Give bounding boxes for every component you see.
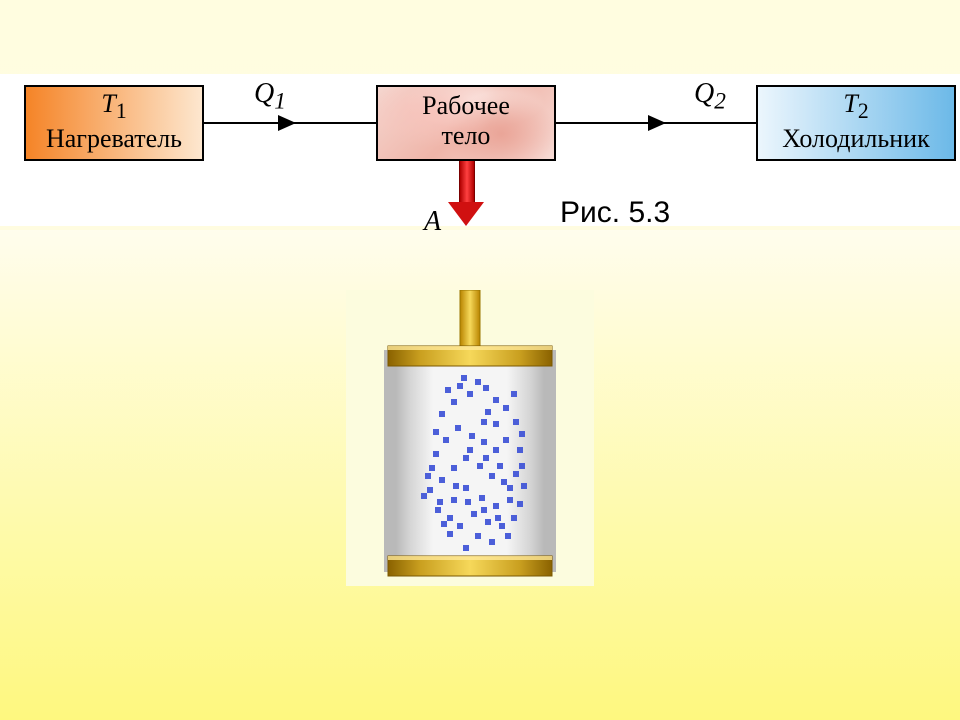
cooler-T-sub: 2 [858, 99, 869, 123]
heater-T: T [101, 89, 115, 118]
q2-arrowhead [648, 115, 666, 131]
work-label: A [424, 206, 441, 238]
body-line1: Рабочее [378, 91, 554, 121]
q1-arrowhead [278, 115, 296, 131]
q2-label-sub: 2 [714, 89, 726, 115]
work-arrow-stem [459, 161, 475, 202]
q2-label: Q2 [694, 78, 726, 116]
piston-illustration [346, 290, 594, 586]
heater-box: T1 Нагреватель [24, 85, 204, 161]
q1-label: Q1 [254, 78, 286, 116]
q2-label-Q: Q [694, 78, 714, 109]
q1-label-Q: Q [254, 78, 274, 109]
work-arrow-head [448, 202, 484, 226]
cooler-label: Холодильник [758, 124, 954, 154]
cooler-box: T2 Холодильник [756, 85, 956, 161]
heater-T-sub: 1 [116, 99, 127, 123]
q1-label-sub: 1 [274, 89, 286, 115]
heater-label: Нагреватель [26, 124, 202, 154]
working-body-box: Рабочее тело [376, 85, 556, 161]
figure-caption: Рис. 5.3 [560, 196, 670, 230]
body-line2: тело [378, 121, 554, 151]
cooler-T: T [843, 89, 857, 118]
